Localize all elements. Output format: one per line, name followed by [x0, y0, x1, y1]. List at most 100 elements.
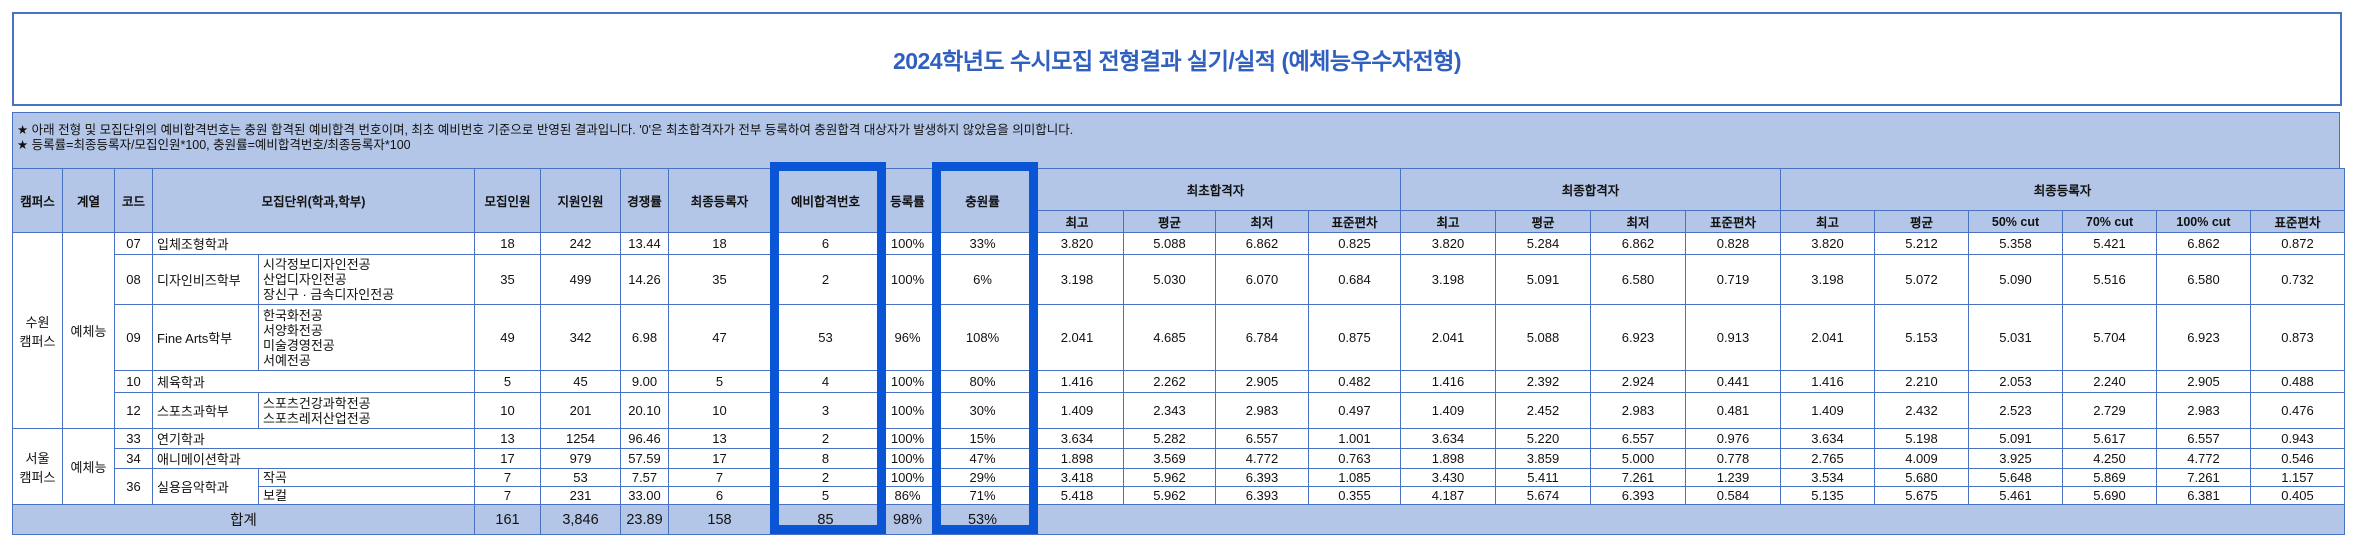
total-blank	[1030, 504, 2345, 535]
waitlist-cell: 5	[770, 486, 881, 505]
header-group-initial: 최초합격자	[1030, 168, 1401, 211]
final-enrolled-value: 5.421	[2062, 232, 2157, 255]
applicants-cell: 342	[540, 304, 621, 371]
final-enrolled-value: 0.476	[2250, 392, 2345, 429]
major-cell: 스포츠건강과학전공 스포츠레저산업전공	[258, 392, 475, 429]
table-row: 34 애니메이션학과 17 979 57.59 17 8 100% 47% 1.898 3.569 4…	[13, 448, 2345, 469]
final-enrolled-value: 5.198	[1874, 428, 1969, 449]
final-pass-value: 2.924	[1590, 370, 1686, 393]
fill-rate-cell: 30%	[934, 392, 1031, 429]
final-pass-value: 3.634	[1400, 428, 1496, 449]
final-enrolled-value: 5.617	[2062, 428, 2157, 449]
fill-rate-cell: 6%	[934, 254, 1031, 305]
final-enrolled-value: 5.153	[1874, 304, 1969, 371]
final-pass-value: 0.913	[1685, 304, 1781, 371]
notice-panel: ★ 아래 전형 및 모집단위의 예비합격번호는 충원 합격된 예비합격 번호이며…	[12, 112, 2340, 168]
applicants-cell: 1254	[540, 428, 621, 449]
final-pass-value: 1.409	[1400, 392, 1496, 429]
final-enrolled-value: 4.009	[1874, 448, 1969, 469]
final-enrolled-value: 0.873	[2250, 304, 2345, 371]
applicants-cell: 231	[540, 486, 621, 505]
header-quota: 모집인원	[474, 168, 541, 233]
competition-cell: 7.57	[620, 468, 669, 487]
initial-value: 0.684	[1308, 254, 1401, 305]
major-name: 장신구 · 금속디자인전공	[263, 287, 395, 302]
competition-cell: 9.00	[620, 370, 669, 393]
final-enrolled-value: 6.923	[2156, 304, 2251, 371]
final-pass-value: 0.584	[1685, 486, 1781, 505]
quota-cell: 49	[474, 304, 541, 371]
waitlist-cell: 6	[770, 232, 881, 255]
final-pass-value: 0.481	[1685, 392, 1781, 429]
major-name: 작곡	[263, 470, 287, 485]
applicants-cell: 53	[540, 468, 621, 487]
initial-value: 6.784	[1215, 304, 1309, 371]
table-row: 12 스포츠과학부 스포츠건강과학전공 스포츠레저산업전공 10 201 20.10 10 3 1…	[13, 392, 2345, 429]
final-enrolled-value: 0.405	[2250, 486, 2345, 505]
major-name: 한국화전공	[263, 307, 323, 323]
waitlist-cell: 3	[770, 392, 881, 429]
enroll-rate-cell: 100%	[880, 370, 935, 393]
final-pass-value: 0.778	[1685, 448, 1781, 469]
subheader-initial: 평균	[1123, 210, 1216, 233]
total-competition: 23.89	[620, 504, 669, 535]
code-cell: 12	[114, 392, 153, 429]
final-enrolled-value: 5.358	[1968, 232, 2063, 255]
final-enrolled-value: 1.416	[1780, 370, 1875, 393]
subheader-final-pass: 표준편차	[1685, 210, 1781, 233]
major-name: 산업디자인전공	[263, 272, 347, 287]
subheader-final-enrolled: 표준편차	[2250, 210, 2345, 233]
final-enrolled-value: 4.250	[2062, 448, 2157, 469]
major-name: 미술경영전공	[263, 337, 335, 353]
initial-value: 5.962	[1123, 468, 1216, 487]
final-enrolled-value: 7.261	[2156, 468, 2251, 487]
initial-value: 3.198	[1030, 254, 1124, 305]
final-enrolled-value: 5.461	[1968, 486, 2063, 505]
table-row: 수원 캠퍼스 예체능 07 입체조형학과 18 242 13.44 18 6 100% 33% 3.8…	[12, 232, 2345, 429]
quota-cell: 17	[474, 448, 541, 469]
final-enrolled-value: 2.523	[1968, 392, 2063, 429]
waitlist-cell: 2	[770, 468, 881, 487]
final-pass-value: 3.820	[1400, 232, 1496, 255]
enrolled-cell: 7	[668, 468, 771, 487]
header-unit: 모집단위(학과,학부)	[152, 168, 475, 233]
final-pass-value: 5.411	[1495, 468, 1591, 487]
unit-cell: 애니메이션학과	[152, 448, 475, 469]
subheader-final-pass: 평균	[1495, 210, 1591, 233]
final-pass-value: 5.674	[1495, 486, 1591, 505]
initial-value: 1.898	[1030, 448, 1124, 469]
unit-cell: 체육학과	[152, 370, 475, 393]
final-enrolled-value: 3.634	[1780, 428, 1875, 449]
enroll-rate-cell: 100%	[880, 428, 935, 449]
initial-value: 5.962	[1123, 486, 1216, 505]
final-pass-value: 6.923	[1590, 304, 1686, 371]
final-enrolled-value: 6.862	[2156, 232, 2251, 255]
enrolled-cell: 17	[668, 448, 771, 469]
initial-value: 1.416	[1030, 370, 1124, 393]
code-cell: 09	[114, 304, 153, 371]
final-enrolled-value: 2.053	[1968, 370, 2063, 393]
initial-value: 5.282	[1123, 428, 1216, 449]
waitlist-cell: 4	[770, 370, 881, 393]
note-line: ★ 아래 전형 및 모집단위의 예비합격번호는 충원 합격된 예비합격 번호이며…	[17, 123, 1074, 137]
final-enrolled-value: 5.212	[1874, 232, 1969, 255]
fill-rate-cell: 71%	[934, 486, 1031, 505]
field-cell: 예체능	[62, 232, 115, 429]
final-enrolled-value: 5.675	[1874, 486, 1969, 505]
unit-cell: 실용음악학과	[152, 468, 259, 505]
final-enrolled-value: 5.680	[1874, 468, 1969, 487]
final-pass-value: 6.393	[1590, 486, 1686, 505]
initial-value: 0.763	[1308, 448, 1401, 469]
quota-cell: 10	[474, 392, 541, 429]
campus-cell: 수원 캠퍼스	[12, 232, 63, 429]
campus-cell: 서울 캠퍼스	[12, 428, 63, 505]
final-enrolled-value: 5.648	[1968, 468, 2063, 487]
final-pass-value: 1.898	[1400, 448, 1496, 469]
final-pass-value: 0.976	[1685, 428, 1781, 449]
final-pass-value: 5.284	[1495, 232, 1591, 255]
subheader-final-enrolled: 평균	[1874, 210, 1969, 233]
initial-value: 2.262	[1123, 370, 1216, 393]
competition-cell: 14.26	[620, 254, 669, 305]
code-cell: 33	[114, 428, 153, 449]
final-enrolled-value: 5.135	[1780, 486, 1875, 505]
